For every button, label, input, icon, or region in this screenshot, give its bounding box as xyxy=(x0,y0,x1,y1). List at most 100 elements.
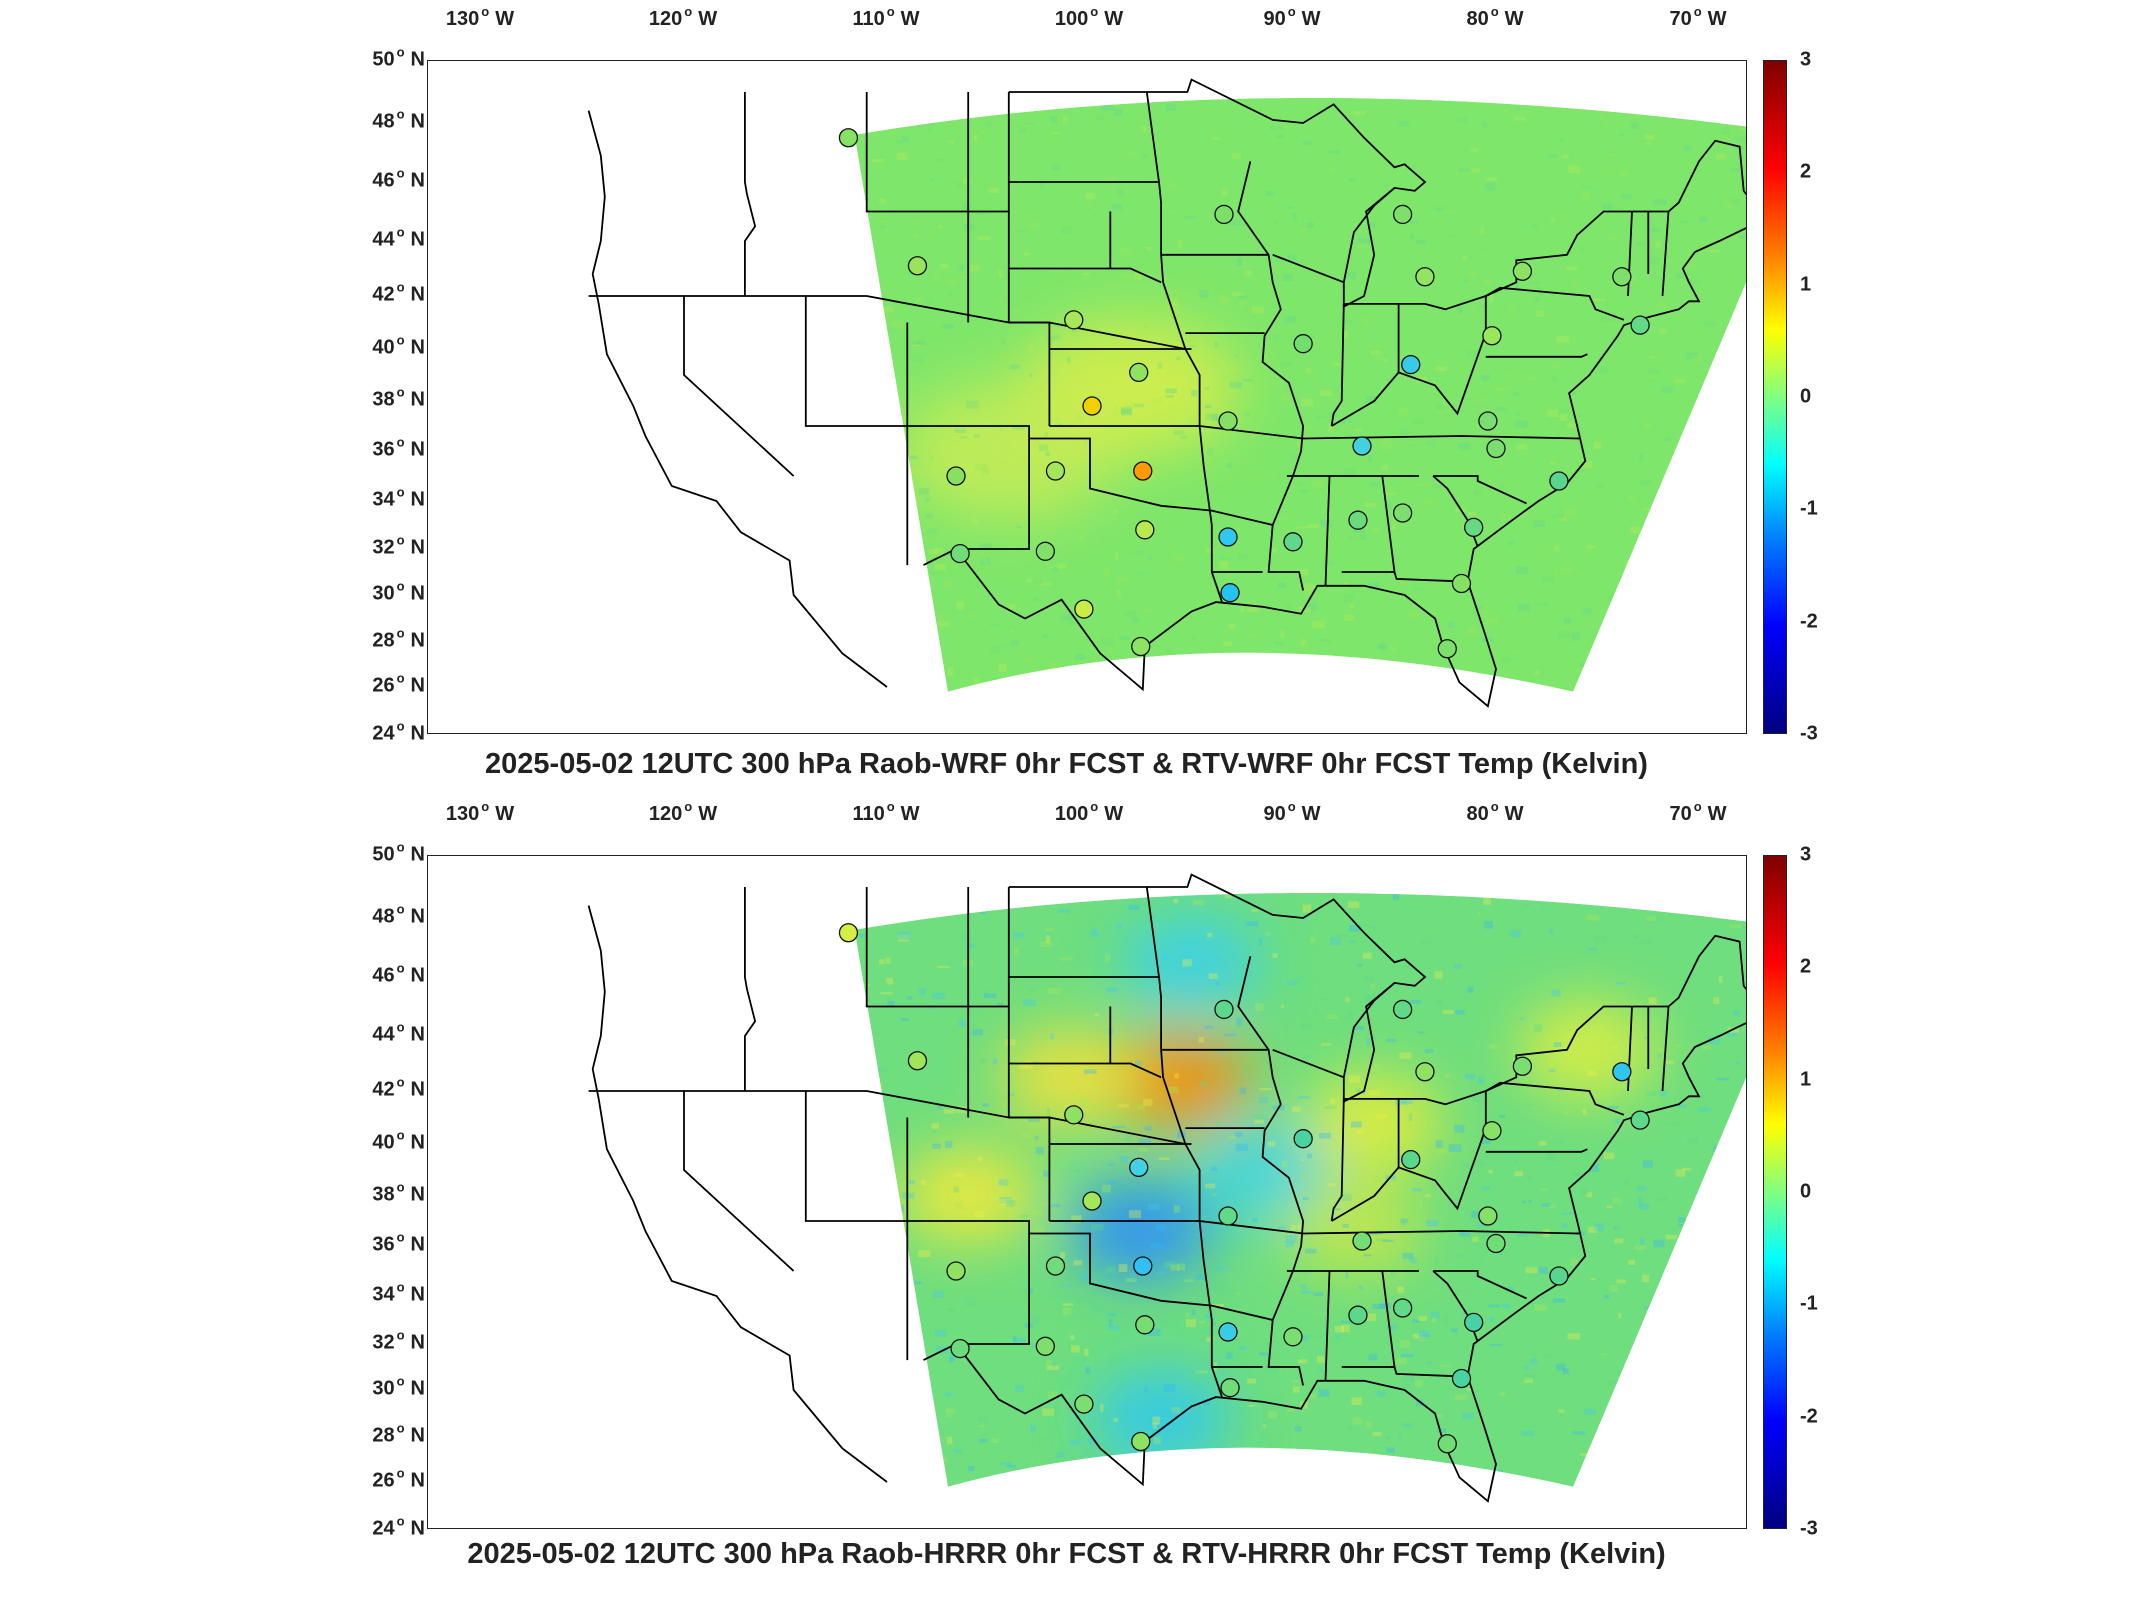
raob-station-marker xyxy=(1214,204,1234,225)
lon-tick-value: 90 xyxy=(1263,8,1286,30)
lat-tick-label: 28 o N xyxy=(300,626,425,653)
raob-station-marker xyxy=(1464,1312,1484,1333)
boundary-line xyxy=(906,1117,1030,1361)
degree-symbol: o xyxy=(396,1465,405,1481)
raob-station-marker xyxy=(946,1261,966,1281)
raob-station-marker xyxy=(1415,267,1435,287)
lon-hemisphere: W xyxy=(495,803,515,825)
lat-hemisphere: N xyxy=(410,110,425,133)
raob-station-marker xyxy=(1352,1231,1372,1251)
raob-station-marker xyxy=(1549,471,1569,491)
lon-tick-label: 110 o W xyxy=(852,799,920,826)
lat-tick-label: 42 o N xyxy=(300,1075,425,1102)
lat-tick-value: 34 xyxy=(372,488,395,511)
lat-tick-label: 38 o N xyxy=(300,1180,425,1207)
lon-hemisphere: W xyxy=(1104,803,1124,825)
raob-station-marker xyxy=(1437,1434,1457,1454)
boundary-line xyxy=(1049,1220,1580,1235)
map-frame xyxy=(427,855,1747,1529)
raob-station-marker xyxy=(1348,510,1368,530)
field-anomaly xyxy=(1283,1178,1424,1279)
raob-station-marker xyxy=(1451,1368,1472,1389)
lat-tick-value: 28 xyxy=(372,629,395,652)
lat-tick-value: 46 xyxy=(372,964,395,987)
raob-station-marker xyxy=(1478,1206,1498,1226)
lon-hemisphere: W xyxy=(1707,8,1727,30)
raob-station-marker xyxy=(838,923,859,943)
degree-symbol: o xyxy=(1287,799,1296,814)
colorbar xyxy=(1763,60,1787,734)
lon-hemisphere: W xyxy=(900,803,920,825)
colorbar-tick-label: -1 xyxy=(1800,1292,1818,1315)
raob-station-marker xyxy=(1131,636,1151,657)
raob-station-marker xyxy=(1512,1056,1533,1076)
raob-station-marker xyxy=(1478,411,1498,431)
boundary-line xyxy=(1330,303,1345,427)
degree-symbol: o xyxy=(396,1019,405,1035)
lon-tick-value: 120 xyxy=(648,803,683,825)
degree-symbol: o xyxy=(396,106,405,122)
map-svg xyxy=(587,873,1746,1503)
lat-tick-label: 46 o N xyxy=(300,961,425,988)
lat-tick-value: 50 xyxy=(372,843,395,866)
raob-station-marker xyxy=(1630,315,1650,335)
degree-symbol: o xyxy=(481,4,490,19)
lat-hemisphere: N xyxy=(410,48,425,71)
raob-station-marker xyxy=(1214,999,1234,1020)
lat-hemisphere: N xyxy=(410,388,425,411)
lon-tick-value: 70 xyxy=(1669,803,1692,825)
colorbar-tick-label: 3 xyxy=(1800,843,1812,866)
lat-hemisphere: N xyxy=(410,228,425,251)
lon-hemisphere: W xyxy=(1707,803,1727,825)
lat-hemisphere: N xyxy=(410,1131,425,1154)
raob-station-marker xyxy=(1293,1129,1313,1149)
lat-hemisphere: N xyxy=(410,905,425,928)
raob-stations xyxy=(838,923,1650,1454)
raob-station-marker xyxy=(1392,204,1413,225)
lat-tick-value: 24 xyxy=(372,1517,395,1540)
lat-tick-value: 32 xyxy=(372,536,395,559)
degree-symbol: o xyxy=(396,625,405,641)
lat-tick-label: 44 o N xyxy=(300,1020,425,1047)
boundary-line xyxy=(1007,1006,1051,1221)
raob-station-marker xyxy=(1218,1322,1238,1342)
raob-station-marker xyxy=(1482,1121,1502,1141)
panel-title: 2025-05-02 12UTC 300 hPa Raob-HRRR 0hr F… xyxy=(467,1538,1666,1570)
boundary-line xyxy=(1146,78,1427,309)
state-boundaries xyxy=(587,78,1746,708)
lat-tick-label: 24 o N xyxy=(300,719,425,746)
lon-hemisphere: W xyxy=(495,8,515,30)
lon-hemisphere: W xyxy=(1301,8,1321,30)
raob-station-marker xyxy=(1220,583,1240,603)
lon-tick-value: 120 xyxy=(648,8,683,30)
boundary-line xyxy=(1237,956,1305,1321)
lat-hemisphere: N xyxy=(410,843,425,866)
west-coastline xyxy=(587,905,888,1483)
colorbar-tick-label: 0 xyxy=(1800,1180,1812,1203)
raob-station-marker xyxy=(1283,532,1303,552)
lat-tick-value: 30 xyxy=(372,1377,395,1400)
west-coastline xyxy=(587,110,888,688)
colorbar-tick-label: 0 xyxy=(1800,385,1812,408)
colorbar-tick-label: -2 xyxy=(1800,1405,1818,1428)
colorbar-tick-label: 1 xyxy=(1800,273,1812,296)
lat-tick-value: 44 xyxy=(372,1023,395,1046)
lat-hemisphere: N xyxy=(410,674,425,697)
boundary-line xyxy=(1008,267,1162,284)
lon-tick-label: 70 o W xyxy=(1669,4,1727,31)
boundary-line xyxy=(1485,353,1588,358)
lat-tick-label: 48 o N xyxy=(300,107,425,134)
lon-hemisphere: W xyxy=(698,803,718,825)
lat-tick-label: 36 o N xyxy=(300,435,425,462)
boundary-line xyxy=(1331,296,1487,427)
boundary-line xyxy=(1433,1270,1527,1300)
colorbar-tick-label: -1 xyxy=(1800,497,1818,520)
temperature-difference-field xyxy=(854,892,1746,1487)
colorbar-tick-label: 2 xyxy=(1800,160,1812,183)
boundary-line xyxy=(1485,1081,1625,1116)
lat-tick-label: 34 o N xyxy=(300,485,425,512)
lon-tick-label: 80 o W xyxy=(1466,799,1523,826)
lat-hemisphere: N xyxy=(410,629,425,652)
boundary-line xyxy=(804,296,909,566)
lat-tick-label: 32 o N xyxy=(300,533,425,560)
